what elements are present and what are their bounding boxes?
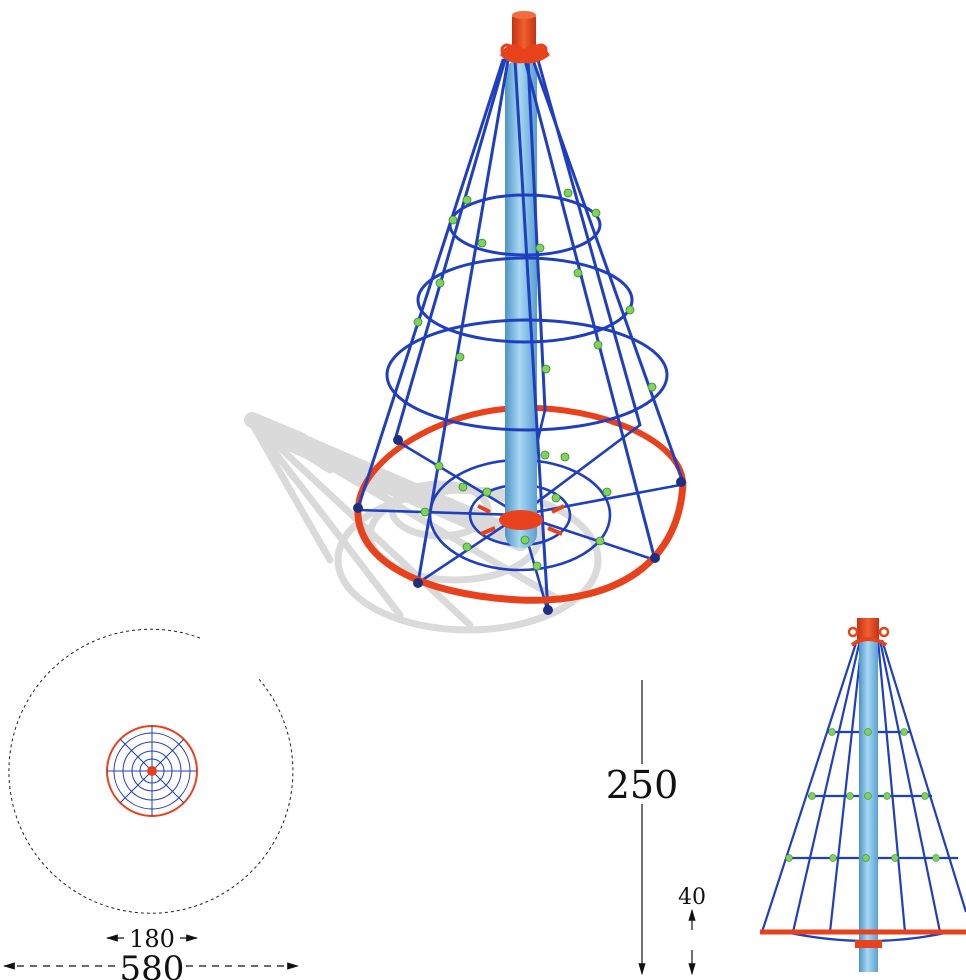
plan-pole	[147, 766, 157, 776]
dim-height-total-label: 250	[606, 763, 679, 807]
side-connectors	[785, 728, 940, 862]
base-ring-front	[354, 481, 687, 604]
dim-inner-diameter-label: 180	[129, 925, 175, 953]
cone-ropes	[356, 58, 685, 614]
perspective-view	[244, 11, 687, 634]
top-view	[8, 628, 294, 914]
ground-shadow	[244, 412, 602, 634]
dim-ring-height-label: 40	[678, 885, 706, 910]
dim-height-total: 250	[606, 680, 679, 976]
top-cap	[500, 11, 550, 64]
safety-zone-circle	[8, 628, 294, 914]
cone-rings	[385, 193, 669, 432]
dim-safety-diameter: 580	[2, 949, 300, 980]
side-bottom-hub	[855, 940, 882, 948]
bottom-hub	[477, 504, 565, 536]
dim-inner-diameter: 180	[105, 925, 199, 953]
dim-ring-height: 40	[678, 885, 706, 976]
side-view	[760, 618, 966, 972]
ring-joints	[353, 435, 686, 615]
side-top-cap	[847, 618, 890, 647]
center-pole	[505, 60, 537, 548]
side-pole	[859, 638, 878, 972]
rope-connectors	[413, 188, 657, 571]
dim-safety-diameter-label: 580	[120, 949, 185, 980]
